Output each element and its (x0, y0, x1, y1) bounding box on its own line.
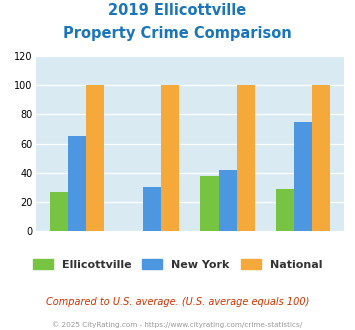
Bar (312, 85, 330, 231)
Bar (161, 85, 179, 231)
Text: 2019 Ellicottville: 2019 Ellicottville (108, 3, 247, 18)
Bar (237, 85, 255, 231)
Bar (86, 85, 104, 231)
Bar (50, 192, 68, 231)
Bar (219, 170, 237, 231)
Bar (276, 189, 294, 231)
Bar (294, 122, 312, 231)
Bar (201, 176, 219, 231)
Text: Compared to U.S. average. (U.S. average equals 100): Compared to U.S. average. (U.S. average … (46, 297, 309, 307)
Text: Property Crime Comparison: Property Crime Comparison (63, 26, 292, 41)
Legend: Ellicottville, New York, National: Ellicottville, New York, National (29, 256, 326, 273)
Text: © 2025 CityRating.com - https://www.cityrating.com/crime-statistics/: © 2025 CityRating.com - https://www.city… (53, 322, 302, 328)
Bar (143, 187, 161, 231)
Bar (68, 136, 86, 231)
